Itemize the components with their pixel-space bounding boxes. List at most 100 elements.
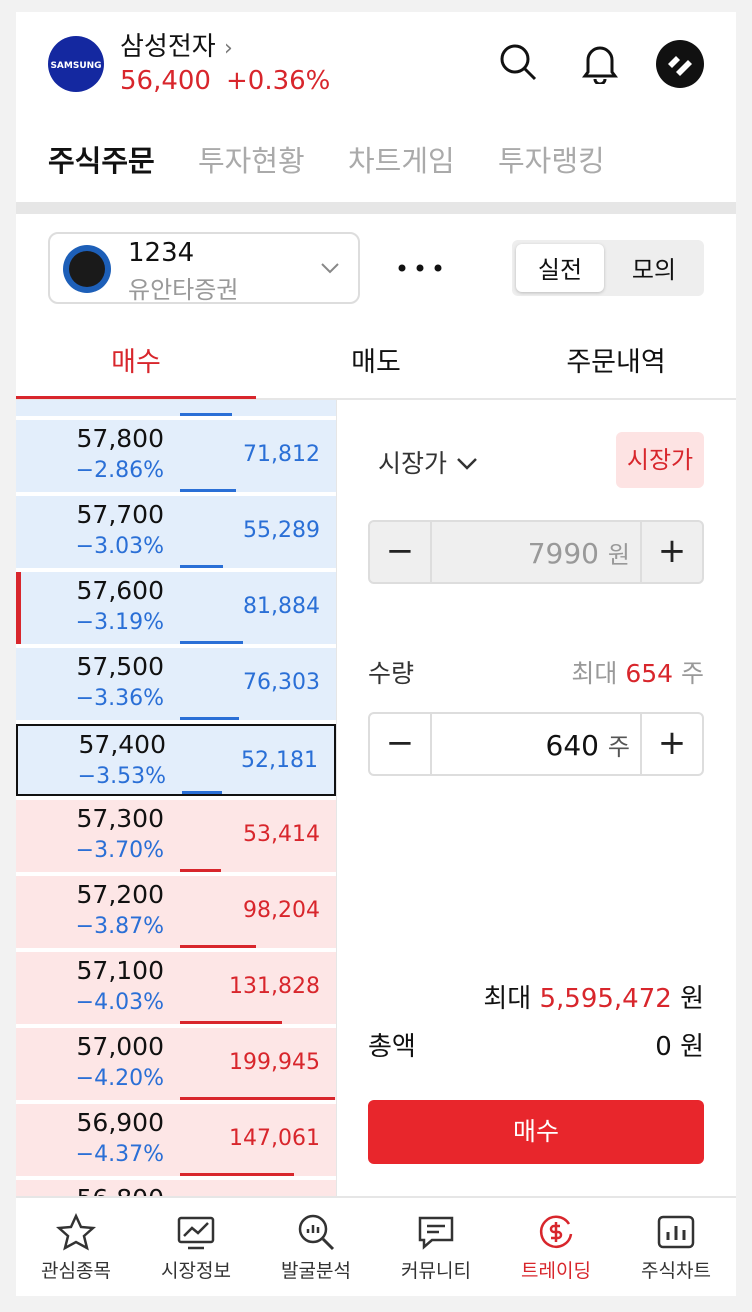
row-change: −4.03% bbox=[75, 990, 164, 1015]
price-value: 7990 bbox=[527, 537, 599, 570]
main-tab[interactable]: 차트게임 bbox=[348, 144, 455, 178]
submit-button[interactable]: 매수 bbox=[368, 1100, 704, 1164]
nav-label: 시장정보 bbox=[161, 1260, 231, 1282]
logo-text: SAMSUNG bbox=[50, 61, 101, 71]
plus-button[interactable]: + bbox=[640, 714, 702, 774]
volume-bar bbox=[182, 791, 223, 794]
type-badge: 시장가 bbox=[616, 432, 704, 488]
nav-item[interactable]: 주식차트 bbox=[616, 1198, 736, 1296]
row-volume: 81,884 bbox=[243, 594, 320, 619]
row-change: −3.36% bbox=[75, 686, 164, 711]
row-change: −2.86% bbox=[75, 458, 164, 483]
main-tab[interactable]: 주식주문 bbox=[48, 144, 155, 178]
row-price: 57,500 bbox=[76, 652, 164, 681]
broker-logo bbox=[63, 245, 111, 293]
row-volume: 71,812 bbox=[243, 442, 320, 467]
row-price: 57,200 bbox=[76, 880, 164, 909]
row-change: −3.53% bbox=[77, 764, 166, 789]
plus-button[interactable]: + bbox=[640, 522, 702, 582]
max-amount-label: 최대 bbox=[483, 984, 532, 1014]
main-tab[interactable]: 투자현황 bbox=[198, 144, 305, 178]
row-change: −3.03% bbox=[75, 534, 164, 559]
nav-icon bbox=[657, 1215, 695, 1249]
nav-label: 발굴분석 bbox=[281, 1260, 351, 1282]
orderbook-row[interactable]: 57,800 −2.86% 71,812 bbox=[16, 420, 336, 492]
profile-icon[interactable] bbox=[656, 40, 704, 88]
orderbook: 57,800 −2.86% 71,812 57,700 −3.03% 55,289 57,6… bbox=[16, 400, 336, 1196]
current-marker bbox=[16, 572, 21, 644]
price-input[interactable]: − 7990 원 + bbox=[368, 520, 704, 584]
orderbook-row[interactable]: 57,100 −4.03% 131,828 bbox=[16, 952, 336, 1024]
orderbook-row[interactable]: 57,200 −3.87% 98,204 bbox=[16, 876, 336, 948]
orderbook-row[interactable]: 57,400 −3.53% 52,181 bbox=[16, 724, 336, 796]
row-change: −4.37% bbox=[75, 1142, 164, 1167]
active-underline bbox=[16, 396, 256, 399]
orderbook-row[interactable]: 56,800 bbox=[16, 1180, 336, 1196]
more-icon[interactable] bbox=[396, 262, 446, 274]
max-quantity: 654 bbox=[625, 659, 674, 688]
nav-label: 커뮤니티 bbox=[401, 1260, 471, 1282]
row-volume: 98,204 bbox=[243, 898, 320, 923]
total-line: 0 원 bbox=[655, 1026, 704, 1063]
orderbook-row[interactable]: 57,500 −3.36% 76,303 bbox=[16, 648, 336, 720]
row-volume: 147,061 bbox=[229, 1126, 320, 1151]
mode-option[interactable]: 모의 bbox=[631, 256, 677, 284]
nav-icon bbox=[418, 1216, 454, 1250]
order-tab[interactable]: 매수 bbox=[111, 347, 161, 378]
divider bbox=[16, 398, 736, 400]
row-volume: 53,414 bbox=[243, 822, 320, 847]
quantity-unit: 주 bbox=[607, 733, 630, 761]
divider bbox=[16, 202, 736, 214]
order-tab[interactable]: 주문내역 bbox=[566, 347, 666, 378]
total-value: 0 bbox=[655, 1032, 672, 1062]
nav-item[interactable]: 시장정보 bbox=[136, 1198, 256, 1296]
search-icon[interactable] bbox=[498, 42, 538, 82]
nav-item[interactable]: 트레이딩 bbox=[496, 1198, 616, 1296]
volume-bar bbox=[180, 565, 223, 568]
nav-item[interactable]: 발굴분석 bbox=[256, 1198, 376, 1296]
orderbook-row[interactable]: 57,300 −3.70% 53,414 bbox=[16, 800, 336, 872]
stock-change: +0.36% bbox=[226, 66, 331, 96]
quantity-input[interactable]: − 640 주 + bbox=[368, 712, 704, 776]
nav-label: 주식차트 bbox=[641, 1260, 711, 1282]
quantity-value: 640 bbox=[545, 729, 599, 762]
account-select[interactable]: 1234 유안타증권 bbox=[48, 232, 360, 304]
mode-option[interactable]: 실전 bbox=[537, 256, 583, 284]
nav-label: 관심종목 bbox=[41, 1260, 111, 1282]
row-volume: 52,181 bbox=[241, 748, 318, 773]
nav-item[interactable]: 관심종목 bbox=[16, 1198, 136, 1296]
nav-icon bbox=[56, 1212, 96, 1251]
orderbook-row[interactable]: 57,000 −4.20% 199,945 bbox=[16, 1028, 336, 1100]
price-unit: 원 bbox=[607, 541, 630, 569]
orderbook-row[interactable]: 56,900 −4.37% 147,061 bbox=[16, 1104, 336, 1176]
bell-icon[interactable] bbox=[580, 42, 620, 84]
row-change: −3.19% bbox=[75, 610, 164, 635]
orderbook-row[interactable]: 57,600 −3.19% 81,884 bbox=[16, 572, 336, 644]
company-text: 삼성전자 bbox=[120, 32, 216, 62]
row-volume: 199,945 bbox=[229, 1050, 320, 1075]
order-tab[interactable]: 매도 bbox=[351, 347, 401, 378]
order-type-select[interactable]: 시장가 bbox=[378, 444, 479, 480]
company-name[interactable]: 삼성전자 › bbox=[120, 32, 233, 62]
row-price: 57,800 bbox=[76, 424, 164, 453]
nav-label: 트레이딩 bbox=[521, 1260, 591, 1282]
stock-price: 56,400 bbox=[120, 66, 211, 96]
nav-item[interactable]: 커뮤니티 bbox=[376, 1198, 496, 1296]
minus-button[interactable]: − bbox=[370, 522, 432, 582]
quantity-label: 수량 bbox=[368, 659, 415, 688]
row-price: 57,100 bbox=[76, 956, 164, 985]
row-change: −3.70% bbox=[75, 838, 164, 863]
minus-button[interactable]: − bbox=[370, 714, 432, 774]
max-amount-unit: 원 bbox=[680, 984, 704, 1014]
logo: SAMSUNG bbox=[48, 36, 104, 92]
app: SAMSUNG 삼성전자 › 56,400 +0.36% 주식주문 투자현황 차트게… bbox=[16, 12, 736, 1296]
row-price: 57,000 bbox=[76, 1032, 164, 1061]
nav-icon bbox=[539, 1215, 573, 1248]
row-price: 57,400 bbox=[78, 730, 166, 759]
total-label: 총액 bbox=[368, 1032, 416, 1062]
row-price: 56,900 bbox=[76, 1108, 164, 1137]
volume-bar bbox=[180, 1097, 335, 1100]
orderbook-row[interactable]: 57,700 −3.03% 55,289 bbox=[16, 496, 336, 568]
main-tab[interactable]: 투자랭킹 bbox=[498, 144, 605, 178]
